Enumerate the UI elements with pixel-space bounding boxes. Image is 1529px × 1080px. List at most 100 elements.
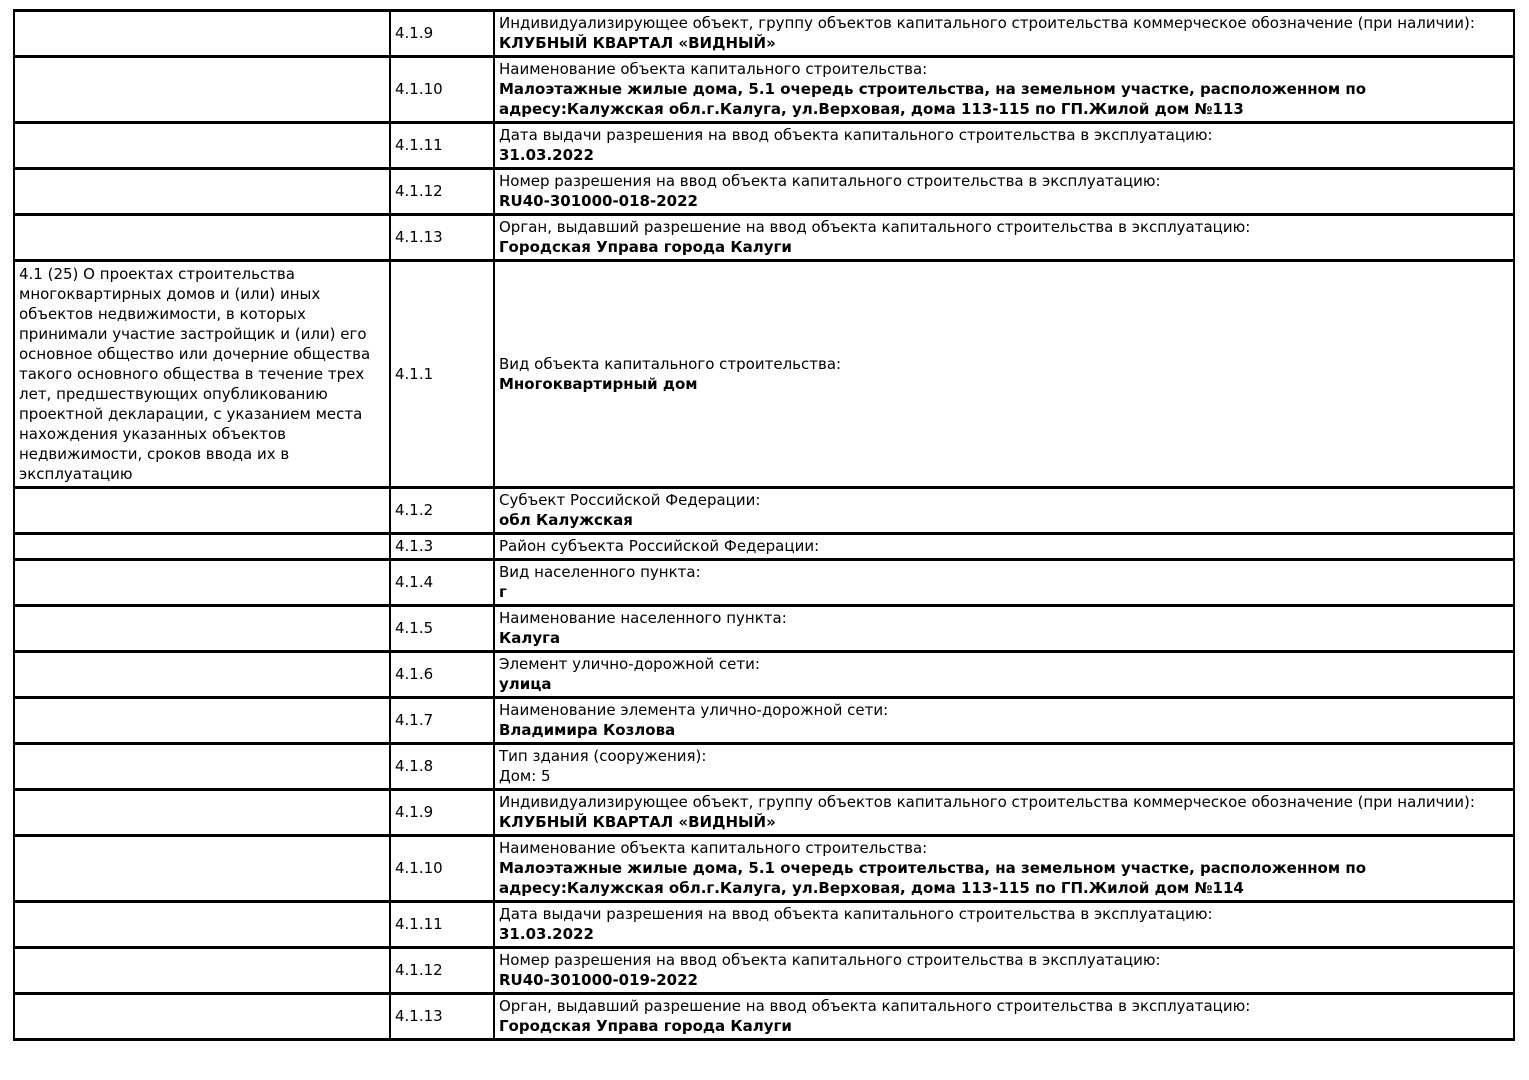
field-label: Орган, выдавший разрешение на ввод объек… xyxy=(499,218,1251,236)
field-value: Малоэтажные жилые дома, 5.1 очередь стро… xyxy=(499,859,1372,897)
row-content-cell: Наименование объекта капитального строит… xyxy=(493,55,1515,124)
table-row: 4.1.12 Номер разрешения на ввод объекта к… xyxy=(13,167,1515,216)
row-content-cell: Вид населенного пункта: г xyxy=(493,558,1515,607)
field-value: Малоэтажные жилые дома, 5.1 очередь стро… xyxy=(499,80,1372,118)
declaration-table: 4.1.9 Индивидуализирующее объект, группу … xyxy=(13,9,1515,1041)
section-note-cell xyxy=(13,9,391,58)
row-code-cell: 4.1.9 xyxy=(389,9,495,58)
row-content-cell: Субъект Российской Федерации: обл Калужск… xyxy=(493,486,1515,535)
section-note-cell xyxy=(13,788,391,837)
field-label: Субъект Российской Федерации: xyxy=(499,491,761,509)
table-row: 4.1.13 Орган, выдавший разрешение на ввод… xyxy=(13,213,1515,262)
section-note-cell xyxy=(13,532,391,561)
row-content-cell: Номер разрешения на ввод объекта капитал… xyxy=(493,167,1515,216)
field-label: Вид населенного пункта: xyxy=(499,563,701,581)
field-label: Наименование элемента улично-дорожной се… xyxy=(499,701,889,719)
field-label: Район субъекта Российской Федерации: xyxy=(499,537,820,555)
table-row: 4.1.10 Наименование объекта капитального … xyxy=(13,834,1515,903)
section-note-cell xyxy=(13,650,391,699)
section-note-cell xyxy=(13,992,391,1041)
field-value: 31.03.2022 xyxy=(499,925,594,943)
field-label: Индивидуализирующее объект, группу объек… xyxy=(499,14,1475,32)
row-code-cell: 4.1.11 xyxy=(389,121,495,170)
section-note-cell xyxy=(13,604,391,653)
table-row: 4.1.6 Элемент улично-дорожной сети: улица xyxy=(13,650,1515,699)
field-value: Городская Управа города Калуги xyxy=(499,238,792,256)
table-row: 4.1.11 Дата выдачи разрешения на ввод объ… xyxy=(13,900,1515,949)
table-row: 4.1.12 Номер разрешения на ввод объекта к… xyxy=(13,946,1515,995)
row-content-cell: Наименование элемента улично-дорожной се… xyxy=(493,696,1515,745)
field-label: Тип здания (сооружения): xyxy=(499,747,707,765)
table-row: 4.1.9 Индивидуализирующее объект, группу … xyxy=(13,788,1515,837)
section-note-cell xyxy=(13,834,391,903)
field-label: Вид объекта капитального строительства: xyxy=(499,354,842,373)
field-value: RU40-301000-019-2022 xyxy=(499,971,698,989)
row-code-cell: 4.1.10 xyxy=(389,834,495,903)
section-note-cell xyxy=(13,121,391,170)
section-note-cell xyxy=(13,900,391,949)
row-code-cell: 4.1.3 xyxy=(389,532,495,561)
row-content-cell: Индивидуализирующее объект, группу объек… xyxy=(493,9,1515,58)
row-code-cell: 4.1.6 xyxy=(389,650,495,699)
section-note-cell xyxy=(13,558,391,607)
field-value: Дом: 5 xyxy=(499,767,551,785)
row-content-cell: Элемент улично-дорожной сети: улица xyxy=(493,650,1515,699)
row-content-cell: Дата выдачи разрешения на ввод объекта к… xyxy=(493,900,1515,949)
field-value: 31.03.2022 xyxy=(499,146,594,164)
row-code-cell: 4.1.10 xyxy=(389,55,495,124)
row-code-cell: 4.1.8 xyxy=(389,742,495,791)
section-note-cell xyxy=(13,213,391,262)
row-code-cell: 4.1.11 xyxy=(389,900,495,949)
table-row: 4.1.10 Наименование объекта капитального … xyxy=(13,55,1515,124)
table-row: 4.1.4 Вид населенного пункта: г xyxy=(13,558,1515,607)
row-code-cell: 4.1.7 xyxy=(389,696,495,745)
table-row: 4.1.8 Тип здания (сооружения): Дом: 5 xyxy=(13,742,1515,791)
row-content-cell: Наименование населенного пункта: Калуга xyxy=(493,604,1515,653)
field-value: Владимира Козлова xyxy=(499,721,676,739)
row-code-cell: 4.1.1 xyxy=(389,259,495,489)
row-code-cell: 4.1.5 xyxy=(389,604,495,653)
section-note-cell xyxy=(13,742,391,791)
field-label: Дата выдачи разрешения на ввод объекта к… xyxy=(499,126,1213,144)
row-content-cell: Вид объекта капитального строительства: М… xyxy=(493,259,1515,489)
field-label: Орган, выдавший разрешение на ввод объек… xyxy=(499,997,1251,1015)
row-code-cell: 4.1.12 xyxy=(389,167,495,216)
table-row: 4.1.7 Наименование элемента улично-дорожн… xyxy=(13,696,1515,745)
field-value: RU40-301000-018-2022 xyxy=(499,192,698,210)
field-value: КЛУБНЫЙ КВАРТАЛ «ВИДНЫЙ» xyxy=(499,34,776,52)
field-label: Наименование объекта капитального строит… xyxy=(499,60,928,78)
field-label: Номер разрешения на ввод объекта капитал… xyxy=(499,951,1161,969)
row-content-cell: Индивидуализирующее объект, группу объек… xyxy=(493,788,1515,837)
table-body: 4.1.9 Индивидуализирующее объект, группу … xyxy=(13,9,1515,1041)
row-content-cell: Тип здания (сооружения): Дом: 5 xyxy=(493,742,1515,791)
row-code-cell: 4.1.2 xyxy=(389,486,495,535)
field-value: г xyxy=(499,583,507,601)
row-content-cell: Номер разрешения на ввод объекта капитал… xyxy=(493,946,1515,995)
table-row: 4.1 (25) О проектах строительства многок… xyxy=(13,259,1515,489)
field-value: КЛУБНЫЙ КВАРТАЛ «ВИДНЫЙ» xyxy=(499,813,776,831)
field-value: обл Калужская xyxy=(499,511,633,529)
field-label: Дата выдачи разрешения на ввод объекта к… xyxy=(499,905,1213,923)
table-row: 4.1.3 Район субъекта Российской Федерации… xyxy=(13,532,1515,561)
row-content-cell: Наименование объекта капитального строит… xyxy=(493,834,1515,903)
section-note-cell xyxy=(13,696,391,745)
row-content-cell: Дата выдачи разрешения на ввод объекта к… xyxy=(493,121,1515,170)
section-note-cell: 4.1 (25) О проектах строительства многок… xyxy=(13,259,391,489)
row-content-cell: Район субъекта Российской Федерации: xyxy=(493,532,1515,561)
field-value: Многоквартирный дом xyxy=(499,374,698,393)
table-row: 4.1.11 Дата выдачи разрешения на ввод объ… xyxy=(13,121,1515,170)
row-code-cell: 4.1.9 xyxy=(389,788,495,837)
row-content-cell: Орган, выдавший разрешение на ввод объек… xyxy=(493,992,1515,1041)
row-code-cell: 4.1.4 xyxy=(389,558,495,607)
field-label: Наименование объекта капитального строит… xyxy=(499,839,928,857)
section-note-cell xyxy=(13,946,391,995)
table-row: 4.1.13 Орган, выдавший разрешение на ввод… xyxy=(13,992,1515,1041)
field-value: Калуга xyxy=(499,629,561,647)
table-row: 4.1.5 Наименование населенного пункта: Кал… xyxy=(13,604,1515,653)
field-label: Номер разрешения на ввод объекта капитал… xyxy=(499,172,1161,190)
field-value: улица xyxy=(499,675,552,693)
row-code-cell: 4.1.13 xyxy=(389,213,495,262)
field-label: Элемент улично-дорожной сети: xyxy=(499,655,760,673)
field-label: Индивидуализирующее объект, группу объек… xyxy=(499,793,1475,811)
